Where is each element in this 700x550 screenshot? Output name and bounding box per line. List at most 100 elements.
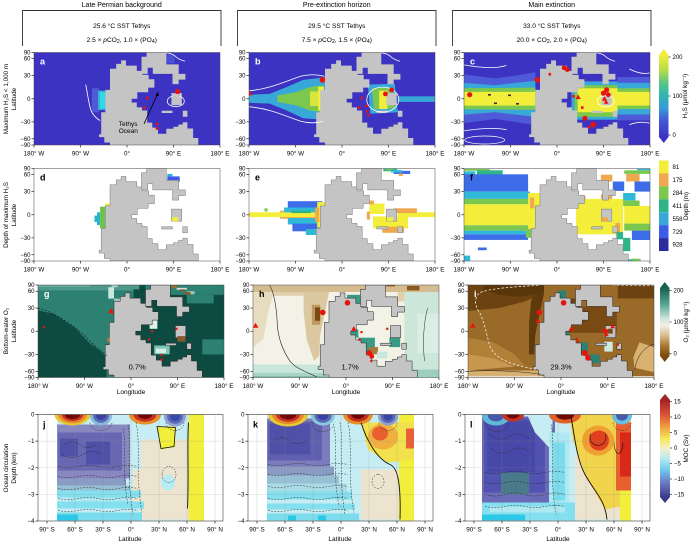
svg-text:−60: −60 (450, 253, 461, 259)
svg-text:90° W: 90° W (502, 266, 519, 274)
svg-text:180° W: 180° W (24, 266, 45, 274)
svg-text:−90: −90 (450, 143, 461, 149)
svg-text:60: 60 (239, 173, 246, 179)
svg-text:33.0 °C SST Tethys: 33.0 °C SST Tethys (523, 22, 581, 30)
svg-text:Longitude: Longitude (332, 389, 361, 396)
svg-text:7.5 × pCO2, 1.5 × (PO4): 7.5 × pCO2, 1.5 × (PO4) (302, 37, 372, 45)
svg-text:Longitude: Longitude (117, 389, 146, 396)
svg-text:180° E: 180° E (215, 382, 234, 390)
svg-text:−60: −60 (20, 137, 31, 143)
svg-text:90° W: 90° W (76, 382, 93, 390)
svg-text:411: 411 (673, 204, 683, 210)
svg-text:90° S: 90° S (466, 526, 481, 534)
svg-text:90: 90 (458, 283, 465, 289)
svg-text:−2: −2 (238, 466, 246, 472)
svg-text:Main extinction: Main extinction (528, 2, 575, 9)
svg-text:60: 60 (24, 57, 31, 63)
svg-text:h: h (259, 289, 265, 299)
svg-text:1.7%: 1.7% (342, 363, 359, 372)
svg-text:−3: −3 (28, 492, 36, 498)
svg-text:−3: −3 (455, 492, 463, 498)
svg-text:0°: 0° (343, 382, 350, 390)
svg-text:90° E: 90° E (381, 266, 396, 274)
svg-text:0: 0 (246, 329, 250, 335)
svg-text:30: 30 (239, 74, 246, 80)
svg-text:0: 0 (457, 97, 461, 103)
svg-text:a: a (40, 57, 46, 67)
svg-text:30° S: 30° S (95, 526, 110, 534)
svg-text:30: 30 (24, 190, 31, 196)
svg-text:90: 90 (454, 167, 461, 173)
svg-text:180° W: 180° W (24, 150, 45, 158)
svg-text:−90: −90 (20, 259, 31, 265)
svg-text:0°: 0° (338, 526, 345, 534)
svg-text:Ocean circulation: Ocean circulation (3, 443, 10, 492)
svg-text:−60: −60 (239, 369, 250, 375)
svg-text:180° W: 180° W (243, 382, 264, 390)
svg-text:180° E: 180° E (426, 150, 445, 158)
svg-text:30: 30 (24, 74, 31, 80)
svg-text:O₂ (μmol kg⁻¹): O₂ (μmol kg⁻¹) (683, 302, 690, 343)
svg-text:Depth (m): Depth (m) (683, 192, 690, 220)
svg-text:−90: −90 (450, 259, 461, 265)
svg-text:30: 30 (28, 306, 35, 312)
svg-text:0: 0 (242, 97, 246, 103)
svg-text:g: g (44, 289, 50, 299)
svg-text:−30: −30 (24, 352, 35, 358)
svg-text:−4: −4 (238, 519, 246, 525)
svg-text:−30: −30 (20, 120, 31, 126)
svg-text:90° E: 90° E (596, 150, 611, 158)
svg-text:−5: −5 (674, 462, 682, 468)
svg-text:Ocean: Ocean (119, 128, 139, 135)
svg-text:Latitude: Latitude (328, 536, 352, 543)
svg-text:90° W: 90° W (502, 150, 519, 158)
svg-text:0: 0 (461, 329, 465, 335)
svg-text:90° W: 90° W (72, 150, 89, 158)
svg-text:e: e (255, 173, 260, 183)
svg-text:60° N: 60° N (606, 526, 622, 534)
svg-text:Longitude: Longitude (547, 389, 576, 396)
svg-text:729: 729 (673, 230, 684, 236)
svg-text:f: f (470, 173, 474, 183)
svg-text:180° E: 180° E (641, 266, 660, 274)
svg-text:Tethys: Tethys (119, 121, 139, 128)
svg-text:30: 30 (243, 306, 250, 312)
svg-text:−30: −30 (235, 120, 246, 126)
svg-text:0°: 0° (554, 266, 561, 274)
svg-text:Latitude: Latitude (546, 536, 570, 543)
svg-text:−4: −4 (28, 519, 36, 525)
svg-text:180° W: 180° W (458, 382, 479, 390)
svg-text:Latitude: Latitude (11, 203, 18, 226)
svg-text:30: 30 (454, 190, 461, 196)
svg-text:0: 0 (241, 413, 245, 419)
svg-text:20.0 × CO2, 2.0 × (PO4): 20.0 × CO2, 2.0 × (PO4) (517, 37, 587, 45)
svg-text:180° W: 180° W (454, 150, 475, 158)
svg-text:90: 90 (239, 51, 246, 57)
svg-text:0°: 0° (339, 266, 346, 274)
svg-text:−60: −60 (20, 253, 31, 259)
svg-text:90° S: 90° S (249, 526, 264, 534)
svg-text:180° E: 180° E (211, 266, 230, 274)
svg-text:0: 0 (674, 352, 678, 358)
svg-text:90: 90 (243, 283, 250, 289)
svg-text:−90: −90 (454, 376, 465, 382)
svg-text:−60: −60 (235, 253, 246, 259)
svg-text:−30: −30 (239, 352, 250, 358)
svg-text:90° E: 90° E (596, 266, 611, 274)
svg-text:0°: 0° (124, 150, 131, 158)
svg-text:60: 60 (24, 173, 31, 179)
svg-text:MOC (Sv): MOC (Sv) (683, 435, 690, 463)
svg-text:0: 0 (673, 133, 677, 139)
svg-text:Late Permian background: Late Permian background (82, 2, 162, 9)
svg-text:90: 90 (454, 51, 461, 57)
svg-text:0°: 0° (124, 266, 131, 274)
svg-text:Latitude: Latitude (11, 319, 18, 342)
svg-text:0: 0 (674, 446, 678, 452)
svg-text:284: 284 (673, 191, 684, 197)
svg-text:180° W: 180° W (239, 150, 260, 158)
svg-text:180° E: 180° E (645, 382, 664, 390)
svg-text:25.6 °C SST Tethys: 25.6 °C SST Tethys (93, 22, 151, 30)
svg-text:−30: −30 (450, 120, 461, 126)
svg-text:0: 0 (31, 329, 35, 335)
svg-text:−1: −1 (238, 439, 246, 445)
